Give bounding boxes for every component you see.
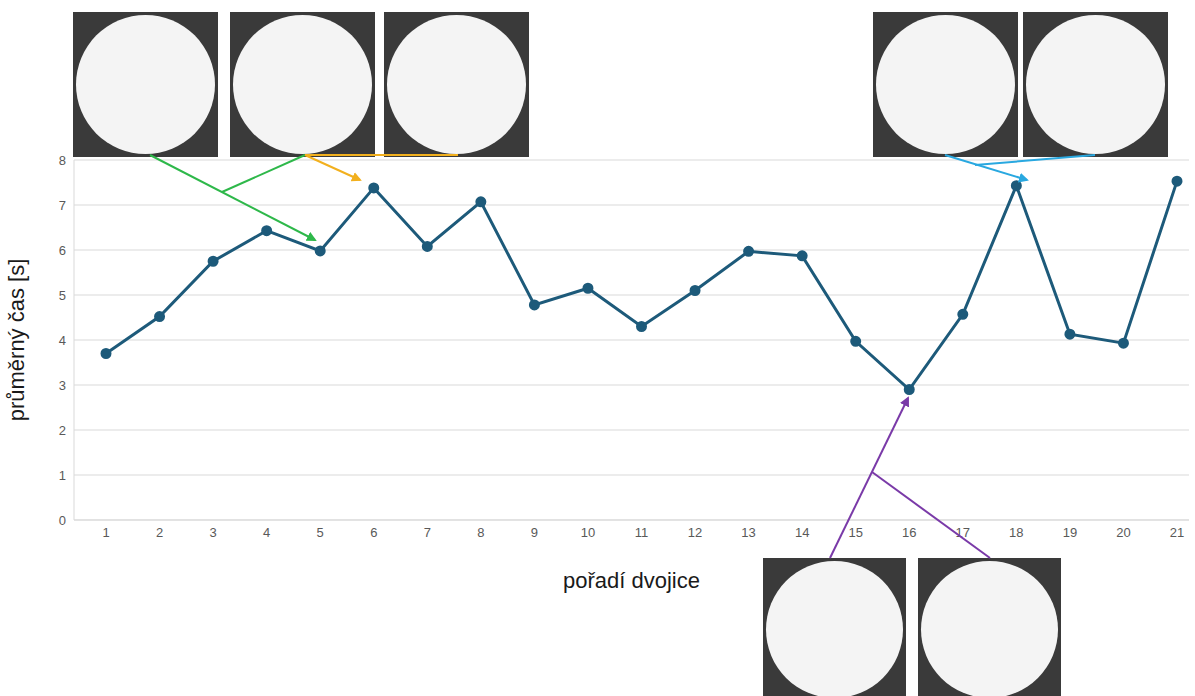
svg-text:4: 4 xyxy=(263,525,270,540)
svg-text:10: 10 xyxy=(581,525,595,540)
svg-text:8: 8 xyxy=(477,525,484,540)
svg-text:2: 2 xyxy=(59,423,66,438)
svg-text:2: 2 xyxy=(156,525,163,540)
svg-text:5: 5 xyxy=(317,525,324,540)
svg-text:18: 18 xyxy=(1009,525,1023,540)
svg-text:7: 7 xyxy=(424,525,431,540)
svg-text:3: 3 xyxy=(209,525,216,540)
svg-text:16: 16 xyxy=(902,525,916,540)
svg-text:1: 1 xyxy=(102,525,109,540)
svg-text:17: 17 xyxy=(956,525,970,540)
svg-text:11: 11 xyxy=(635,525,649,540)
svg-text:12: 12 xyxy=(688,525,702,540)
svg-text:6: 6 xyxy=(370,525,377,540)
svg-text:9: 9 xyxy=(531,525,538,540)
svg-text:pořadí dvojice: pořadí dvojice xyxy=(563,568,700,593)
svg-text:20: 20 xyxy=(1116,525,1130,540)
svg-text:0: 0 xyxy=(59,513,66,528)
svg-text:13: 13 xyxy=(741,525,755,540)
svg-text:15: 15 xyxy=(848,525,862,540)
svg-text:1: 1 xyxy=(59,468,66,483)
svg-text:19: 19 xyxy=(1063,525,1077,540)
svg-text:průměrný čas [s]: průměrný čas [s] xyxy=(4,259,29,422)
svg-text:3: 3 xyxy=(59,378,66,393)
svg-text:6: 6 xyxy=(59,243,66,258)
svg-text:7: 7 xyxy=(59,198,66,213)
svg-text:21: 21 xyxy=(1170,525,1184,540)
svg-text:8: 8 xyxy=(59,153,66,168)
svg-text:4: 4 xyxy=(59,333,66,348)
svg-text:14: 14 xyxy=(795,525,809,540)
svg-text:5: 5 xyxy=(59,288,66,303)
